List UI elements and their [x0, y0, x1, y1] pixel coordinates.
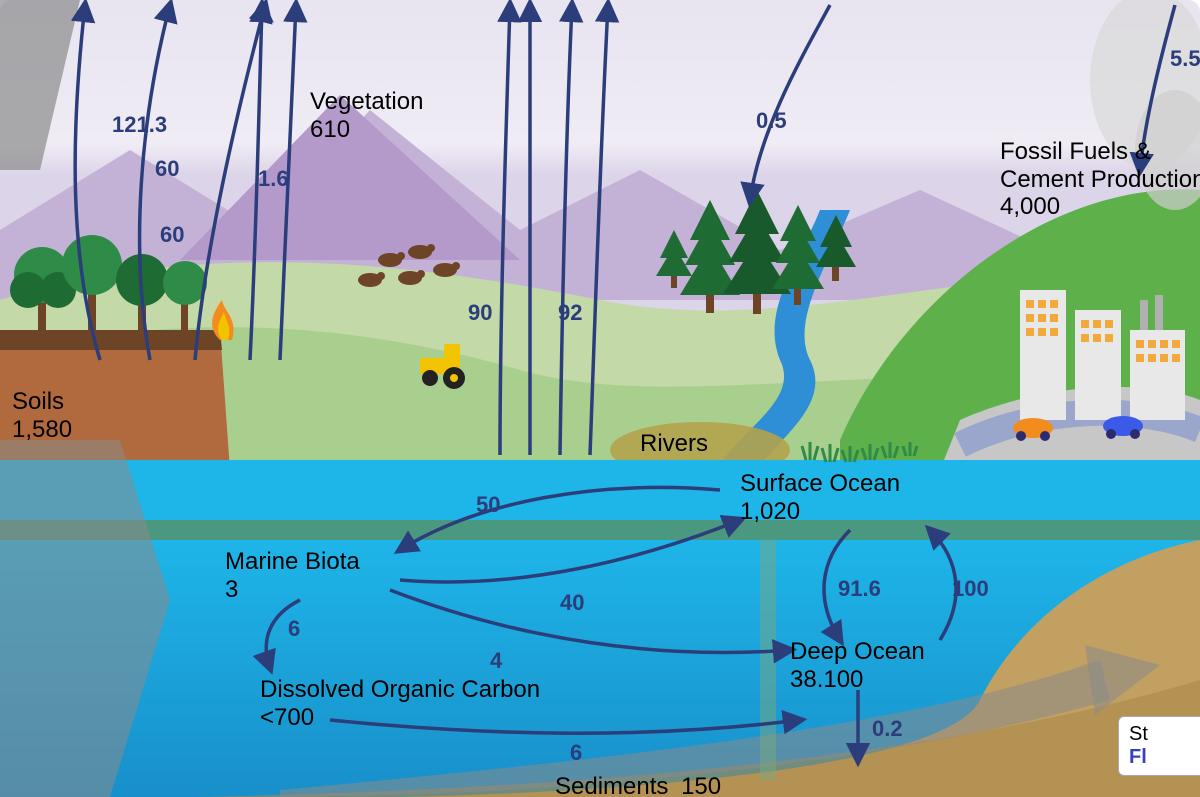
arrow-a3: [195, 5, 265, 360]
tractor-icon: [420, 344, 465, 389]
legend-flux: Fl: [1129, 746, 1200, 769]
flux-f10: 40: [560, 590, 584, 616]
fire-icon: [212, 300, 233, 340]
arrow-a5: [500, 5, 510, 455]
flux-f11: 6: [288, 616, 300, 642]
label-soils: Soils 1,580: [12, 388, 72, 443]
arrow-a2: [140, 5, 170, 360]
soil-block-top: [0, 330, 222, 350]
ocean-deep-grad: [0, 540, 1200, 797]
carbon-cycle-diagram: Vegetation 610 Soils 1,580 Fossil Fuels …: [0, 0, 1200, 797]
arrow-a7: [560, 5, 572, 455]
legend: St Fl: [1118, 716, 1200, 776]
cars: [1013, 416, 1143, 441]
flux-f3: 60: [160, 222, 184, 248]
flux-f1: 121.3: [112, 112, 167, 138]
label-vegetation: Vegetation 610: [310, 88, 423, 143]
label-rivers: Rivers: [640, 430, 708, 458]
flux-f8: 92: [558, 300, 582, 326]
arrow-a9: [750, 5, 830, 200]
flux-f9: 50: [476, 492, 500, 518]
ocean-deep: [0, 540, 1200, 797]
flux-f15: 0.2: [872, 716, 903, 742]
label-fossil: Fossil Fuels & Cement Production 4,000: [1000, 138, 1200, 221]
flux-f6: 5.5: [1170, 46, 1200, 72]
sinking-column: [760, 540, 776, 780]
cows: [358, 244, 460, 287]
hill-right: [840, 189, 1200, 470]
arrow-b1: [400, 488, 720, 551]
flux-arrows: [75, 5, 1175, 760]
flux-f4: 1.6: [258, 166, 289, 192]
label-surface-ocean: Surface Ocean 1,020: [740, 470, 900, 525]
flux-f2: 60: [155, 156, 179, 182]
flux-f7: 90: [468, 300, 492, 326]
shore-shrubs: [802, 442, 917, 462]
arrow-a1: [75, 5, 100, 360]
arrow-b2: [400, 520, 740, 582]
label-marine-biota: Marine Biota 3: [225, 548, 360, 603]
legend-storage: St: [1129, 723, 1200, 746]
seafloor-band: [0, 520, 1200, 540]
big-arrow-top: [0, 0, 80, 170]
city-ground: [940, 387, 1200, 470]
flux-f14: 100: [952, 576, 989, 602]
flux-f12: 4: [490, 648, 502, 674]
buildings: [1020, 290, 1185, 420]
trees-left: [10, 235, 207, 335]
flux-f13: 91.6: [838, 576, 881, 602]
arrow-b3: [390, 590, 790, 653]
label-deep-ocean: Deep Ocean 38.100: [790, 638, 925, 693]
hill-back: [0, 262, 1200, 470]
ocean-surface: [0, 460, 1200, 540]
conifers: [656, 190, 856, 314]
label-sediments: Sediments 150: [555, 773, 721, 797]
hill-mid: [0, 327, 1200, 470]
label-doc: Dissolved Organic Carbon <700: [260, 676, 540, 731]
flux-f16: 6: [570, 740, 582, 766]
river: [720, 210, 850, 465]
terrain-layer: [0, 0, 1200, 797]
big-arrow-seafloor-head: [1085, 645, 1160, 715]
big-arrow-dive: [0, 440, 170, 797]
flux-f5: 0.5: [756, 108, 787, 134]
road: [960, 413, 1200, 445]
arrow-a8: [590, 5, 608, 455]
